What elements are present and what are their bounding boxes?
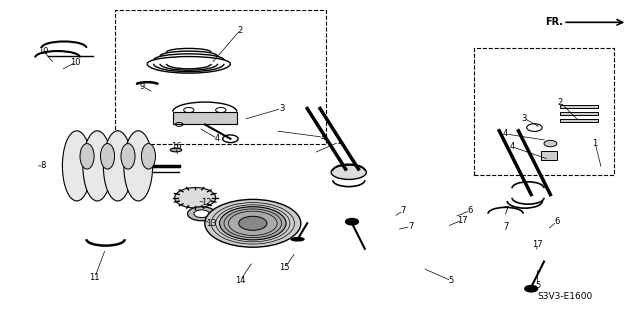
Text: 5: 5 xyxy=(449,276,454,285)
Text: 2: 2 xyxy=(237,26,243,35)
Circle shape xyxy=(527,124,542,131)
Text: 10: 10 xyxy=(70,58,81,67)
Text: 7: 7 xyxy=(503,206,508,215)
Text: 13: 13 xyxy=(206,219,216,228)
Text: 10: 10 xyxy=(38,47,49,56)
Bar xyxy=(541,151,557,160)
FancyBboxPatch shape xyxy=(115,10,326,144)
Circle shape xyxy=(194,210,209,218)
Circle shape xyxy=(544,140,557,147)
Text: 15: 15 xyxy=(280,263,290,272)
Text: 7: 7 xyxy=(408,222,413,231)
Bar xyxy=(560,112,598,115)
Ellipse shape xyxy=(291,238,304,241)
Text: 16: 16 xyxy=(171,142,181,151)
Ellipse shape xyxy=(63,131,91,201)
Text: 11: 11 xyxy=(90,273,100,282)
Text: 2: 2 xyxy=(557,98,563,107)
Text: 12: 12 xyxy=(201,198,211,207)
Ellipse shape xyxy=(170,148,182,152)
Text: 8: 8 xyxy=(41,161,46,170)
Text: 6: 6 xyxy=(554,217,559,226)
Ellipse shape xyxy=(100,144,115,169)
Text: 4: 4 xyxy=(215,134,220,143)
Text: 3: 3 xyxy=(521,114,526,122)
Text: 7: 7 xyxy=(401,206,406,215)
Circle shape xyxy=(239,216,267,230)
Circle shape xyxy=(175,188,216,208)
Ellipse shape xyxy=(124,131,153,201)
Ellipse shape xyxy=(332,165,367,179)
Text: 6: 6 xyxy=(468,206,473,215)
Circle shape xyxy=(188,207,216,221)
Text: 3: 3 xyxy=(279,104,284,113)
Text: 5: 5 xyxy=(535,281,540,290)
Bar xyxy=(560,119,598,122)
Text: 1: 1 xyxy=(337,137,342,146)
Ellipse shape xyxy=(103,131,132,201)
FancyBboxPatch shape xyxy=(474,48,614,175)
Text: 4: 4 xyxy=(503,130,508,138)
Circle shape xyxy=(346,219,358,225)
Text: S3V3-E1600: S3V3-E1600 xyxy=(538,292,593,301)
Text: 17: 17 xyxy=(532,240,543,249)
Text: 1: 1 xyxy=(593,139,598,148)
Text: 17: 17 xyxy=(457,216,467,225)
Text: 4: 4 xyxy=(509,142,515,151)
Bar xyxy=(560,105,598,108)
Text: 4: 4 xyxy=(321,133,326,142)
Text: 9: 9 xyxy=(140,82,145,91)
Ellipse shape xyxy=(83,131,112,201)
Circle shape xyxy=(525,286,538,292)
Text: 14: 14 xyxy=(235,276,245,285)
Ellipse shape xyxy=(80,144,94,169)
Text: FR.: FR. xyxy=(545,17,563,27)
Ellipse shape xyxy=(141,144,156,169)
Circle shape xyxy=(220,207,286,240)
Ellipse shape xyxy=(121,144,135,169)
Circle shape xyxy=(205,199,301,247)
Text: 7: 7 xyxy=(503,222,508,231)
Bar xyxy=(173,112,237,124)
